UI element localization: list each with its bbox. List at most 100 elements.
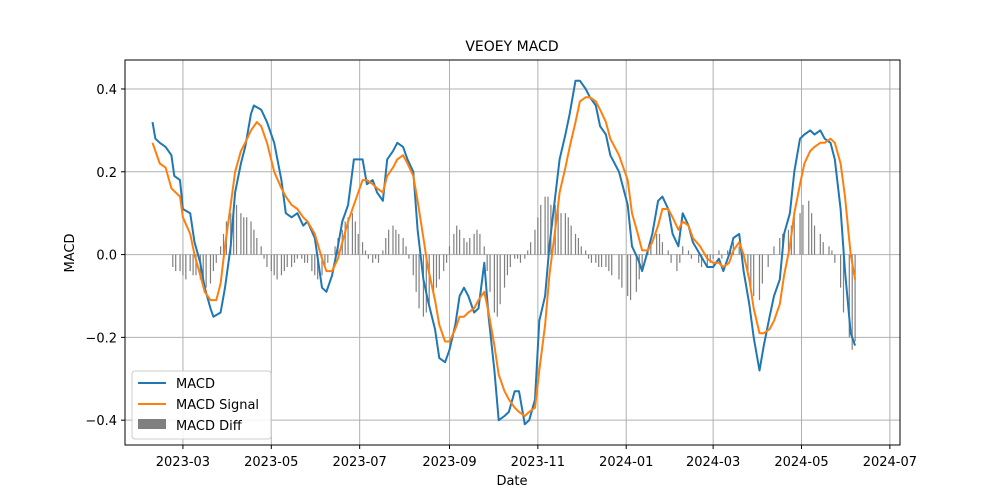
- macd-diff-bar: [445, 254, 448, 263]
- macd-diff-bar: [747, 254, 749, 276]
- x-axis-label: Date: [496, 474, 527, 489]
- macd-diff-bar: [854, 254, 856, 342]
- macd-diff-bar: [361, 242, 364, 255]
- macd-diff-bar: [499, 254, 501, 305]
- macd-diff-bar: [398, 233, 400, 255]
- macd-diff-bar: [489, 254, 491, 292]
- macd-diff-bar: [402, 238, 404, 255]
- macd-diff-bar: [388, 229, 390, 255]
- macd-diff-bar: [690, 254, 693, 259]
- macd-diff-bar: [638, 254, 640, 280]
- macd-diff-bar: [215, 254, 217, 263]
- legend-diff-swatch: [138, 419, 166, 429]
- macd-diff-bar: [453, 233, 455, 255]
- macd-diff-bar: [473, 233, 475, 255]
- macd-diff-bar: [321, 254, 323, 276]
- legend-signal-label: MACD Signal: [176, 398, 259, 413]
- macd-diff-bar: [758, 254, 761, 301]
- x-tick-label: 2024-01: [599, 455, 653, 470]
- macd-diff-bar: [667, 250, 669, 255]
- macd-diff-bar: [372, 254, 374, 263]
- macd-diff-bar: [834, 254, 836, 263]
- legend-diff-label: MACD Diff: [176, 419, 243, 434]
- macd-diff-bar: [567, 217, 569, 255]
- macd-diff-bar: [296, 254, 298, 259]
- macd-diff-bar: [375, 254, 377, 259]
- x-tick-label: 2023-11: [511, 455, 565, 470]
- macd-diff-bar: [799, 213, 801, 255]
- macd-diff-bar: [395, 229, 397, 255]
- macd-diff-bar: [808, 200, 810, 255]
- macd-diff-bar: [802, 204, 804, 255]
- legend-macd-label: MACD: [176, 377, 215, 392]
- macd-diff-bar: [483, 246, 485, 255]
- macd-diff-bar: [605, 254, 607, 267]
- macd-diff-bar: [456, 225, 458, 255]
- macd-diff-bar: [687, 250, 690, 255]
- macd-diff-bar: [448, 246, 451, 255]
- macd-diff-bar: [290, 254, 293, 267]
- macd-diff-bar: [344, 221, 346, 255]
- macd-diff-bar: [611, 254, 613, 276]
- macd-diff-bar: [641, 254, 643, 267]
- macd-diff-bar: [311, 254, 313, 272]
- x-tick-label: 2023-09: [422, 455, 476, 470]
- macd-diff-bar: [293, 254, 296, 263]
- macd-diff-bar: [840, 254, 842, 288]
- macd-diff-bar: [670, 254, 672, 263]
- macd-diff-bar: [172, 254, 174, 267]
- macd-diff-bar: [828, 246, 830, 255]
- macd-diff-bar: [243, 217, 245, 255]
- macd-diff-bar: [848, 254, 850, 338]
- grid-layer: [125, 60, 900, 445]
- macd-diff-bar: [235, 204, 238, 255]
- macd-diff-bar: [767, 254, 769, 267]
- macd-diff-bar: [314, 254, 316, 276]
- macd-diff-bar: [635, 254, 637, 292]
- y-tick-label: 0.0: [96, 249, 117, 264]
- macd-diff-bar: [240, 213, 242, 255]
- macd-diff-bar: [463, 238, 465, 255]
- macd-diff-bar: [496, 254, 498, 317]
- macd-diff-bar: [819, 233, 821, 255]
- macd-diff-bar: [351, 213, 354, 255]
- macd-diff-bar: [516, 254, 519, 259]
- x-tick-label: 2023-05: [244, 455, 298, 470]
- macd-diff-bar: [570, 225, 572, 255]
- macd-diff-bar: [415, 254, 417, 292]
- macd-diff-bar: [469, 238, 471, 255]
- macd-diff-bar: [537, 217, 539, 255]
- y-axis-ticks: −0.4 −0.2 0.0 0.2 0.4: [85, 83, 125, 429]
- macd-diff-bar: [618, 254, 620, 280]
- macd-diff-bar: [412, 254, 414, 276]
- macd-diff-bar: [585, 250, 587, 255]
- macd-diff-bar: [712, 254, 714, 259]
- macd-diff-bar: [466, 242, 468, 255]
- x-tick-label: 2024-05: [774, 455, 828, 470]
- macd-diff-bar: [503, 254, 506, 288]
- macd-diff-bar: [514, 254, 516, 259]
- y-tick-label: 0.2: [96, 166, 117, 181]
- macd-diff-bar: [727, 250, 729, 255]
- macd-line: [151, 79, 857, 426]
- line-layer: [151, 79, 857, 426]
- macd-diff-bar: [547, 196, 549, 255]
- y-tick-label: −0.2: [85, 331, 117, 346]
- macd-diff-bar: [256, 238, 258, 255]
- macd-diff-bar: [246, 217, 248, 255]
- macd-diff-bar: [392, 225, 394, 255]
- macd-diff-bar: [324, 254, 326, 267]
- macd-diff-bar: [266, 254, 268, 267]
- macd-diff-bar: [811, 213, 813, 255]
- macd-diff-bar: [260, 246, 262, 255]
- macd-diff-bar: [459, 229, 461, 255]
- macd-diff-bar: [527, 250, 529, 255]
- macd-diff-bar: [377, 254, 380, 263]
- macd-diff-bar: [779, 238, 781, 255]
- macd-diff-bar: [524, 254, 526, 259]
- macd-diff-bar: [851, 254, 853, 350]
- macd-diff-bar: [195, 254, 197, 276]
- macd-diff-bar: [270, 254, 272, 272]
- macd-diff-bar: [364, 250, 367, 255]
